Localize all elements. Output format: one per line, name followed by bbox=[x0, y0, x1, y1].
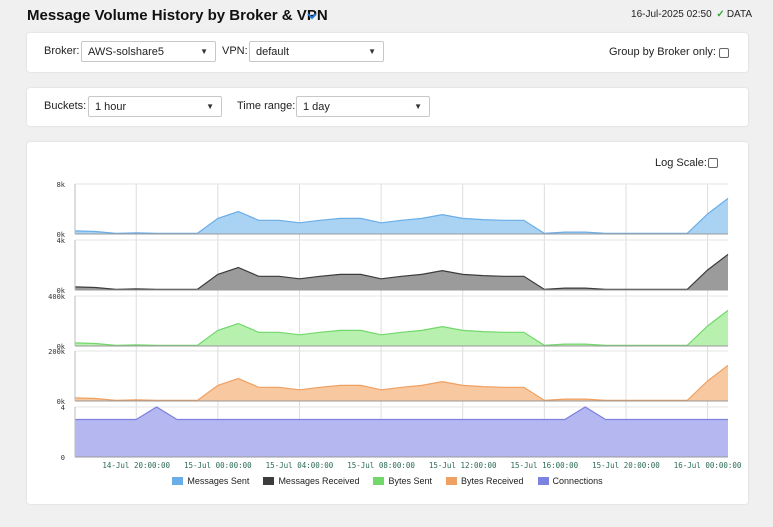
caret-down-icon: ▼ bbox=[414, 102, 422, 111]
series-line bbox=[75, 406, 728, 421]
legend-item[interactable]: Messages Received bbox=[263, 476, 359, 486]
y-tick-label: 4 bbox=[61, 404, 65, 412]
group-by-broker-label: Group by Broker only: bbox=[609, 46, 716, 58]
page-title: Message Volume History by Broker & VPN bbox=[27, 7, 328, 24]
caret-down-icon: ▼ bbox=[368, 47, 376, 56]
series-area bbox=[75, 407, 728, 457]
chart-panel: Log Scale: 8k 0k 4k 0k 400k 0k 200k 0k 4 0 14-Jul … bbox=[27, 142, 748, 504]
data-status: 16-Jul-2025 02:50 ✓ DATA bbox=[631, 9, 752, 20]
check-icon: ✓ bbox=[716, 9, 725, 20]
y-tick-label: 0k bbox=[57, 231, 66, 239]
series-line bbox=[74, 364, 729, 402]
legend-swatch bbox=[172, 477, 184, 485]
broker-filter-panel: Broker: AWS-solshare5 ▼ VPN: default ▼ G… bbox=[27, 33, 748, 72]
series-line bbox=[74, 253, 729, 291]
time-filter-panel: Buckets: 1 hour ▼ Time range: 1 day ▼ bbox=[27, 88, 748, 126]
legend-item[interactable]: Bytes Received bbox=[446, 476, 524, 486]
series-area bbox=[75, 254, 728, 290]
time-range-select[interactable]: 1 day ▼ bbox=[296, 96, 430, 117]
legend-label: Messages Sent bbox=[187, 476, 250, 486]
legend-swatch bbox=[373, 477, 385, 485]
y-tick-label: 0k bbox=[57, 343, 66, 351]
log-scale-label: Log Scale: bbox=[655, 157, 707, 169]
legend-swatch bbox=[446, 477, 458, 485]
legend-swatch bbox=[537, 477, 549, 485]
y-tick-label: 400k bbox=[48, 293, 66, 301]
legend-swatch bbox=[263, 477, 275, 485]
x-tick-label: 15-Jul 16:00:00 bbox=[510, 461, 578, 470]
vpn-label: VPN: bbox=[222, 45, 248, 57]
y-tick-label: 4k bbox=[57, 237, 66, 245]
legend-label: Connections bbox=[552, 476, 603, 486]
legend-item[interactable]: Bytes Sent bbox=[373, 476, 432, 486]
y-tick-label: 0k bbox=[57, 398, 66, 406]
broker-label: Broker: bbox=[44, 45, 80, 57]
header: Message Volume History by Broker & VPN 1… bbox=[27, 6, 754, 26]
x-tick-label: 15-Jul 20:00:00 bbox=[592, 461, 660, 470]
caret-down-icon: ▼ bbox=[206, 102, 214, 111]
series-area bbox=[75, 198, 728, 234]
buckets-select[interactable]: 1 hour ▼ bbox=[88, 96, 222, 117]
broker-select[interactable]: AWS-solshare5 ▼ bbox=[81, 41, 216, 62]
y-tick-label: 200k bbox=[48, 348, 66, 356]
group-by-broker-checkbox[interactable] bbox=[719, 48, 729, 58]
time-range-label: Time range: bbox=[237, 100, 296, 112]
series-line bbox=[74, 309, 729, 347]
y-tick-label: 8k bbox=[57, 181, 66, 189]
series-line bbox=[74, 197, 729, 235]
time-range-select-value: 1 day bbox=[303, 101, 330, 113]
chart-legend: Messages Sent Messages Received Bytes Sent… bbox=[27, 476, 748, 486]
x-tick-label: 15-Jul 04:00:00 bbox=[266, 461, 334, 470]
caret-down-icon: ▼ bbox=[200, 47, 208, 56]
series-area bbox=[75, 365, 728, 401]
x-tick-label: 15-Jul 08:00:00 bbox=[347, 461, 415, 470]
legend-label: Bytes Received bbox=[461, 476, 524, 486]
y-tick-label: 0 bbox=[61, 454, 65, 462]
chevron-down-icon[interactable] bbox=[305, 9, 319, 23]
buckets-label: Buckets: bbox=[44, 100, 87, 112]
y-tick-label: 0k bbox=[57, 287, 66, 295]
timestamp: 16-Jul-2025 02:50 bbox=[631, 9, 712, 20]
series-area bbox=[75, 310, 728, 346]
x-tick-label: 15-Jul 12:00:00 bbox=[429, 461, 497, 470]
x-tick-label: 15-Jul 00:00:00 bbox=[184, 461, 252, 470]
legend-item[interactable]: Messages Sent bbox=[172, 476, 249, 486]
vpn-select-value: default bbox=[256, 46, 290, 58]
vpn-select[interactable]: default ▼ bbox=[249, 41, 384, 62]
status-label: DATA bbox=[726, 9, 752, 20]
legend-item[interactable]: Connections bbox=[537, 476, 603, 486]
log-scale-checkbox[interactable] bbox=[708, 158, 718, 168]
x-tick-label: 14-Jul 20:00:00 bbox=[102, 461, 170, 470]
broker-select-value: AWS-solshare5 bbox=[88, 46, 165, 58]
x-tick-label: 16-Jul 00:00:00 bbox=[674, 461, 742, 470]
buckets-select-value: 1 hour bbox=[95, 101, 127, 113]
legend-label: Bytes Sent bbox=[388, 476, 433, 486]
legend-label: Messages Received bbox=[278, 476, 360, 486]
